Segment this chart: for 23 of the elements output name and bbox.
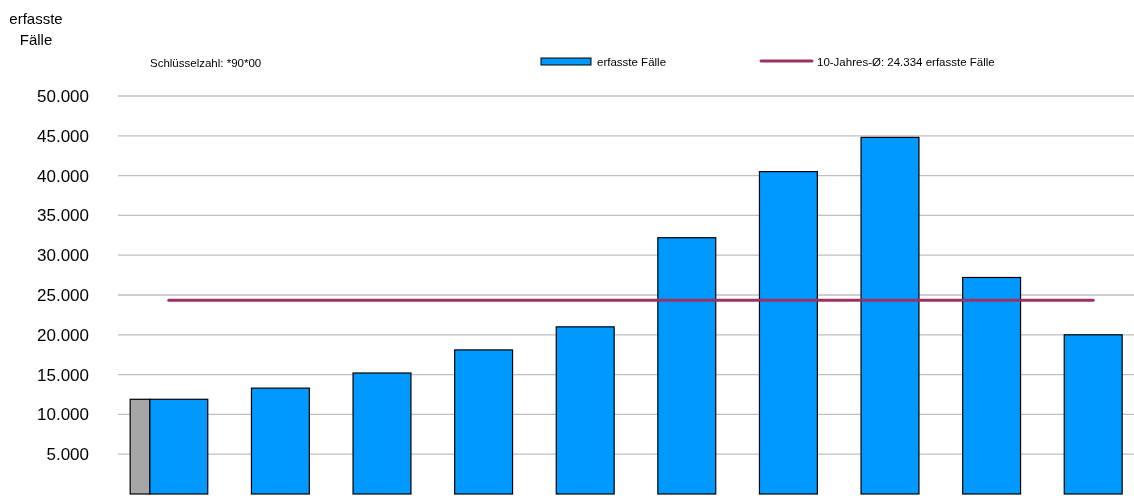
bar [250,387,310,495]
y-axis-title: erfasste Fälle [9,10,63,48]
bar [1063,334,1123,495]
bar [555,326,615,495]
y-tick-label: 45.000 [37,126,89,146]
bar [454,349,514,495]
bar [860,136,920,495]
y-tick-label: 15.000 [37,365,89,385]
bar [962,276,1022,495]
bar [352,372,412,495]
bar [758,171,818,495]
y-tick-label: 10.000 [37,405,89,425]
y-tick-label: 35.000 [37,206,89,226]
bar [657,237,717,495]
y-tick-label: 25.000 [37,285,89,305]
legend-label: 10-Jahres-Ø: 24.334 erfasste Fälle [817,56,995,68]
y-tick-label: 30.000 [37,246,89,266]
y-tick-label: 40.000 [37,166,89,186]
text: Schlüsselzahl: *90*00 [150,57,262,69]
y-tick-label: 20.000 [37,325,89,345]
legend-label: erfasste Fälle [597,56,667,68]
y-tick-label: 5.000 [46,445,89,465]
y-tick-label: 50.000 [37,86,89,106]
